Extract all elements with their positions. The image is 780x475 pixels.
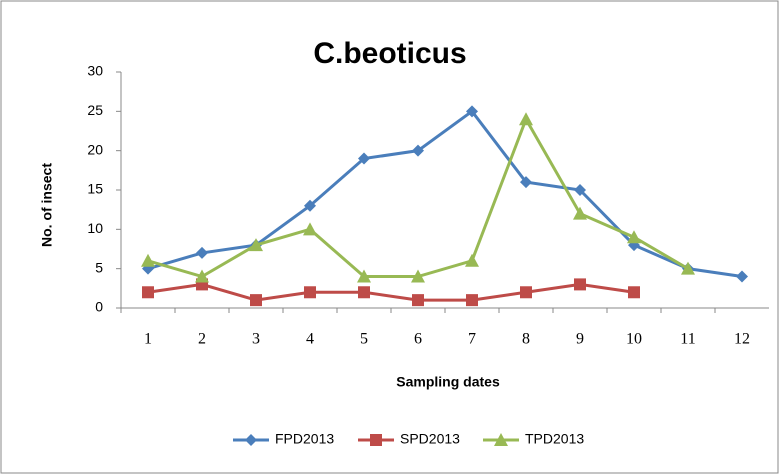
legend-marker	[370, 434, 382, 446]
marker	[736, 270, 748, 283]
marker	[304, 199, 316, 212]
x-tick-label: 4	[306, 331, 314, 348]
marker	[574, 184, 586, 196]
marker	[358, 286, 370, 299]
x-tick-label: 11	[680, 331, 695, 348]
marker	[412, 144, 424, 157]
x-tick-label: 3	[252, 331, 260, 348]
marker	[520, 286, 532, 299]
y-tick-label: 20	[87, 141, 103, 157]
marker	[250, 294, 262, 307]
marker	[628, 286, 640, 299]
marker	[466, 105, 478, 118]
y-tick-label: 0	[95, 299, 103, 315]
y-tick-label: 30	[87, 63, 103, 79]
x-tick-label: 1	[144, 331, 152, 348]
series-line	[147, 109, 743, 279]
marker	[303, 222, 317, 236]
marker	[627, 230, 641, 244]
legend-label: SPD2013	[400, 431, 460, 447]
marker	[519, 112, 533, 126]
y-tick-label: 25	[87, 102, 103, 118]
marker	[142, 286, 154, 299]
marker	[573, 206, 587, 220]
y-tick-label: 5	[95, 259, 103, 275]
legend-label: FPD2013	[275, 431, 334, 447]
x-tick-label: 5	[360, 331, 368, 348]
marker	[304, 286, 316, 299]
x-tick-label: 7	[468, 331, 476, 348]
marker	[411, 269, 425, 283]
x-tick-label: 8	[522, 331, 530, 348]
x-tick-label: 12	[734, 331, 750, 348]
x-tick-label: 9	[576, 331, 584, 348]
marker	[141, 253, 155, 267]
legend-marker	[494, 433, 508, 446]
marker	[196, 246, 208, 259]
marker	[412, 294, 424, 307]
chart-title: C.beoticus	[313, 37, 466, 70]
x-axis-label: Sampling dates	[396, 374, 500, 390]
y-axis-label: No. of insect	[39, 163, 55, 247]
series-line	[147, 282, 635, 302]
marker	[465, 253, 479, 267]
marker	[466, 294, 478, 307]
marker	[357, 269, 371, 283]
legend-marker	[245, 434, 257, 446]
x-tick-label: 10	[626, 331, 642, 348]
y-tick-label: 15	[87, 181, 103, 197]
marker	[520, 176, 532, 189]
marker	[249, 238, 263, 252]
x-tick-label: 6	[414, 331, 422, 348]
legend-label: TPD2013	[525, 431, 584, 447]
marker	[681, 261, 695, 275]
x-tick-label: 2	[198, 331, 206, 348]
marker	[358, 152, 370, 165]
marker	[195, 269, 209, 283]
marker	[574, 278, 586, 291]
y-tick-label: 10	[87, 220, 103, 236]
